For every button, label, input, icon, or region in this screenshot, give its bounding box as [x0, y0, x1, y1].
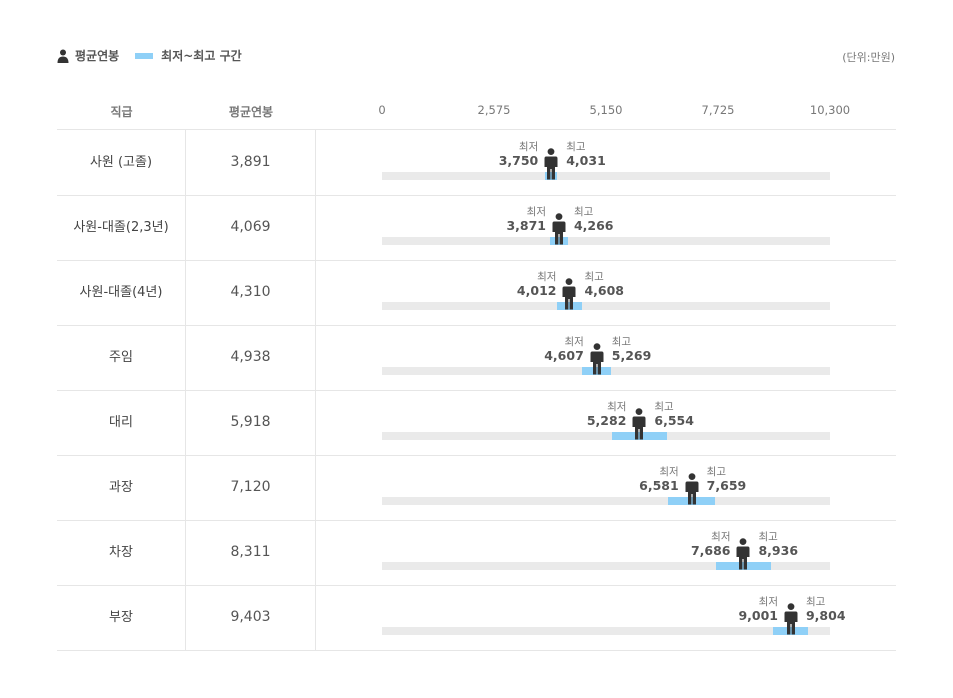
min-value: 5,282 [586, 413, 627, 428]
table-row: 과장 7,120 최저 6,581 최고 7,659 [57, 455, 896, 521]
avg-salary-value: 5,918 [186, 390, 316, 455]
avg-salary-value: 4,069 [186, 195, 316, 260]
min-value: 6,581 [639, 478, 679, 493]
max-label: 최고 [584, 271, 604, 283]
max-label: 최고 [573, 206, 594, 218]
avg-salary-value: 3,891 [186, 130, 316, 195]
legend-range-swatch [135, 52, 154, 59]
header-rank: 직급 [110, 105, 133, 119]
avg-person-marker [784, 603, 798, 635]
range-track [382, 172, 830, 180]
x-tick-label: 10,300 [809, 103, 851, 117]
x-tick-label: 0 [378, 103, 386, 117]
min-label: 최저 [607, 401, 627, 413]
avg-person-marker [544, 148, 558, 180]
range-bar [582, 367, 612, 375]
person-icon [57, 49, 69, 63]
table-row: 대리 5,918 최저 5,282 최고 6,554 [57, 390, 896, 456]
min-label: 최저 [711, 531, 731, 543]
max-value: 9,804 [805, 608, 846, 623]
avg-person-marker [590, 343, 604, 375]
avg-salary-value: 9,403 [186, 585, 316, 650]
table-row: 주임 4,938 최저 4,607 최고 5,269 [57, 325, 896, 391]
range-bar [545, 172, 558, 180]
rank-label: 사원-대졸(2,3년) [57, 195, 186, 260]
min-value: 4,012 [516, 283, 557, 298]
legend-avg-label: 평균연봉 [75, 49, 120, 63]
range-bar [773, 627, 809, 635]
min-label: 최저 [564, 336, 584, 348]
min-value: 4,607 [544, 348, 584, 363]
range-track [382, 302, 830, 310]
max-value: 6,554 [654, 413, 694, 428]
min-value: 9,001 [738, 608, 778, 623]
max-value: 8,936 [758, 543, 799, 558]
table-header: 직급 평균연봉 0 2,575 5,150 7,725 10,300 [57, 95, 896, 130]
max-value: 4,031 [566, 153, 606, 168]
min-label: 최저 [526, 206, 546, 218]
x-tick-label: 5,150 [589, 103, 623, 117]
rank-label: 과장 [57, 455, 186, 520]
avg-salary-value: 4,310 [186, 260, 316, 325]
legend-range-label: 최저~최고 구간 [161, 49, 242, 63]
x-tick-label: 2,575 [477, 103, 511, 117]
min-label: 최저 [518, 141, 539, 153]
range-track [382, 237, 830, 245]
min-value: 3,750 [498, 153, 539, 168]
rank-label: 부장 [57, 585, 186, 650]
range-bar [556, 302, 583, 310]
avg-salary-value: 4,938 [186, 325, 316, 390]
max-label: 최고 [805, 596, 826, 608]
min-label: 최저 [659, 466, 679, 478]
range-bar [716, 562, 771, 570]
min-value: 3,871 [506, 218, 546, 233]
range-bar [550, 237, 568, 245]
table-row: 사원-대졸(4년) 4,310 최저 4,012 최고 4,608 [57, 260, 896, 326]
max-value: 7,659 [706, 478, 747, 493]
max-label: 최고 [566, 141, 586, 153]
avg-person-marker [562, 278, 576, 310]
rank-label: 주임 [57, 325, 186, 390]
range-track [382, 432, 830, 440]
max-value: 4,608 [584, 283, 624, 298]
rank-label: 사원 (고졸) [57, 130, 186, 195]
range-bar [611, 432, 668, 440]
x-tick-label: 7,725 [701, 103, 735, 117]
table-row: 사원-대졸(2,3년) 4,069 최저 3,871 최고 4,266 [57, 195, 896, 261]
table-row: 차장 8,311 최저 7,686 최고 8,936 [57, 520, 896, 586]
range-track [382, 497, 830, 505]
avg-salary-value: 8,311 [186, 520, 316, 585]
rank-label: 차장 [57, 520, 186, 585]
avg-person-marker [552, 213, 566, 245]
rank-label: 대리 [57, 390, 186, 455]
avg-person-marker [632, 408, 646, 440]
min-label: 최저 [758, 596, 778, 608]
max-label: 최고 [654, 401, 674, 413]
avg-person-marker [736, 538, 750, 570]
legend: 평균연봉 최저~최고 구간 [57, 47, 242, 64]
header-avg: 평균연봉 [228, 105, 274, 119]
max-value: 4,266 [573, 218, 614, 233]
max-label: 최고 [611, 336, 632, 348]
range-bar [668, 497, 716, 505]
table-row: 부장 9,403 최저 9,001 최고 9,804 [57, 585, 896, 651]
max-label: 최고 [706, 466, 726, 478]
table-row: 사원 (고졸) 3,891 최저 3,750 최고 4,031 [57, 130, 896, 196]
max-value: 5,269 [611, 348, 652, 363]
avg-person-marker [685, 473, 699, 505]
unit-label: (단위:만원) [842, 51, 895, 64]
avg-salary-value: 7,120 [186, 455, 316, 520]
min-label: 최저 [537, 271, 557, 283]
max-label: 최고 [758, 531, 778, 543]
rank-label: 사원-대졸(4년) [57, 260, 186, 325]
min-value: 7,686 [690, 543, 731, 558]
range-track [382, 562, 830, 570]
range-track [382, 627, 830, 635]
